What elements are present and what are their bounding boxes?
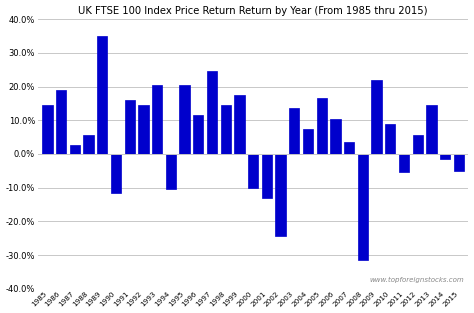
Bar	[70, 146, 80, 154]
Bar	[42, 105, 53, 154]
Text: www.topforeignstocks.com: www.topforeignstocks.com	[369, 277, 464, 283]
Title: UK FTSE 100 Index Price Return Return by Year (From 1985 thru 2015): UK FTSE 100 Index Price Return Return by…	[78, 6, 428, 16]
Bar	[152, 85, 162, 154]
Bar	[166, 154, 176, 189]
Bar	[234, 95, 245, 154]
Bar	[56, 90, 66, 154]
Bar	[125, 100, 135, 154]
Bar	[385, 124, 395, 154]
Bar	[262, 154, 272, 198]
Bar	[399, 154, 409, 172]
Bar	[330, 119, 340, 154]
Bar	[248, 154, 258, 187]
Bar	[83, 136, 94, 154]
Bar	[440, 154, 450, 159]
Bar	[344, 142, 354, 154]
Bar	[426, 105, 437, 154]
Bar	[138, 105, 148, 154]
Bar	[412, 136, 423, 154]
Bar	[207, 71, 217, 154]
Bar	[289, 108, 300, 154]
Bar	[454, 154, 464, 171]
Bar	[372, 80, 382, 154]
Bar	[317, 98, 327, 154]
Bar	[111, 154, 121, 193]
Bar	[303, 129, 313, 154]
Bar	[358, 154, 368, 260]
Bar	[275, 154, 286, 237]
Bar	[220, 105, 231, 154]
Bar	[97, 36, 108, 154]
Bar	[193, 115, 203, 154]
Bar	[180, 85, 190, 154]
